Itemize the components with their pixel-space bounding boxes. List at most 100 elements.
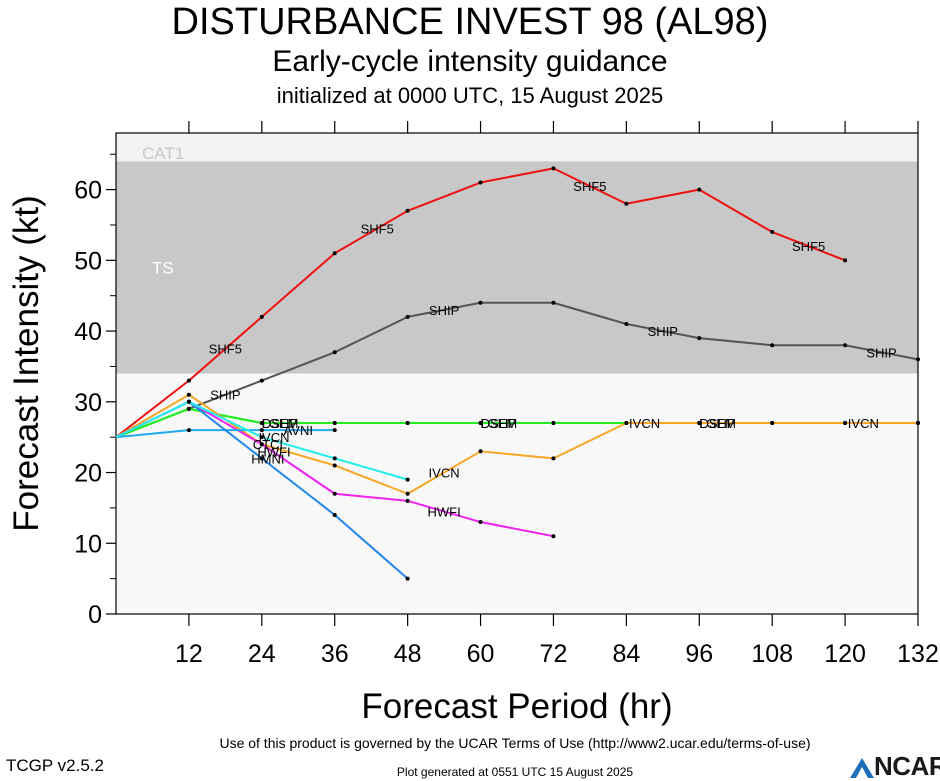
ncar-logo: NCAR xyxy=(850,752,940,780)
data-point-hmni xyxy=(405,576,410,581)
data-point-shf5 xyxy=(186,378,191,383)
data-point-ship xyxy=(624,321,629,326)
series-label-ship: SHIP xyxy=(429,303,459,318)
data-point-ivcn xyxy=(916,421,920,426)
band-label-cat1: CAT1 xyxy=(142,144,184,163)
data-point-ctci xyxy=(332,456,337,461)
chart-subtitle: Early-cycle intensity guidance xyxy=(272,45,668,78)
data-point-ivcn xyxy=(770,421,775,426)
plot-generated-text: Plot generated at 0551 UTC 15 August 202… xyxy=(396,765,634,779)
y-tick-label: 50 xyxy=(74,247,102,275)
data-point-ship xyxy=(551,300,556,305)
data-point-ivcn xyxy=(405,491,410,496)
y-tick-label: 30 xyxy=(74,389,102,417)
data-point-avni xyxy=(259,428,264,433)
data-point-hmni xyxy=(332,512,337,517)
x-tick-label: 120 xyxy=(824,640,866,668)
series-label-shf5: SHF5 xyxy=(792,239,825,254)
data-point-hwfi xyxy=(332,491,337,496)
x-tick-label: 12 xyxy=(175,640,203,668)
data-point-shf5 xyxy=(624,201,629,206)
series-label-ivcn: IVCN xyxy=(848,416,879,431)
data-point-hmni xyxy=(259,456,264,461)
series-label-hwfi: HWFI xyxy=(257,444,290,459)
x-tick-label: 60 xyxy=(467,640,495,668)
data-point-ivcn xyxy=(186,392,191,397)
data-point-hwfi xyxy=(405,498,410,503)
data-point-ivcn xyxy=(843,421,848,426)
y-tick-label: 20 xyxy=(74,460,102,488)
data-point-shf5 xyxy=(332,251,337,256)
series-label-ivcn: IVCN xyxy=(629,416,660,431)
plot-frame xyxy=(115,132,919,615)
series-label-ctci: CTCI xyxy=(253,437,283,452)
series-label-dshp: DSHP xyxy=(481,416,517,431)
series-label-ivcn: IVCN xyxy=(258,430,289,445)
series-label-dshp: DSHP xyxy=(699,416,735,431)
series-label-ship: SHIP xyxy=(210,388,240,403)
data-point-ship xyxy=(478,300,483,305)
x-tick-label: 84 xyxy=(612,640,640,668)
data-point-lgem xyxy=(332,421,337,426)
data-point-hwfi xyxy=(551,534,556,539)
data-point-ctci xyxy=(405,477,410,482)
x-tick-label: 24 xyxy=(248,640,276,668)
data-point-ship xyxy=(770,343,775,348)
x-axis-label: Forecast Period (hr) xyxy=(361,687,672,726)
x-tick-label: 108 xyxy=(751,640,793,668)
data-point-ship xyxy=(843,343,848,348)
terms-of-use-text: Use of this product is governed by the U… xyxy=(219,735,811,751)
data-point-shf5 xyxy=(551,166,556,171)
data-point-shf5 xyxy=(478,180,483,185)
data-point-shf5 xyxy=(770,230,775,235)
data-point-shf5 xyxy=(405,208,410,213)
x-tick-label: 96 xyxy=(685,640,713,668)
series-label-lgem: LGEM xyxy=(699,416,736,431)
y-tick-label: 10 xyxy=(74,530,102,558)
data-point-avni xyxy=(186,428,191,433)
x-tick-label: 72 xyxy=(540,640,568,668)
band-cat1 xyxy=(116,133,918,162)
band-label-ts: TS xyxy=(152,258,174,277)
y-tick-label: 60 xyxy=(74,177,102,205)
chart-title: DISTURBANCE INVEST 98 (AL98) xyxy=(171,1,769,43)
data-point-ctci xyxy=(186,399,191,404)
y-axis-label: Forecast Intensity (kt) xyxy=(7,195,46,531)
series-label-lgem: LGEM xyxy=(262,416,299,431)
x-tick-label: 48 xyxy=(394,640,422,668)
series-label-ship: SHIP xyxy=(648,324,678,339)
y-tick-label: 40 xyxy=(74,318,102,346)
data-point-ctci xyxy=(259,435,264,440)
data-point-ivcn xyxy=(478,449,483,454)
data-point-shf5 xyxy=(697,187,702,192)
data-point-ship xyxy=(259,378,264,383)
data-point-ship xyxy=(405,314,410,319)
data-point-lgem xyxy=(405,421,410,426)
series-label-shf5: SHF5 xyxy=(361,221,394,236)
series-line-ship xyxy=(115,301,919,439)
chart-init-time: initialized at 0000 UTC, 15 August 2025 xyxy=(276,83,664,108)
series-label-ship: SHIP xyxy=(866,345,896,360)
data-point-lgem xyxy=(186,406,191,411)
series-label-ivcn: IVCN xyxy=(429,466,460,481)
data-point-avni xyxy=(332,428,337,433)
band-ts xyxy=(116,161,918,374)
data-point-lgem xyxy=(551,421,556,426)
data-point-lgem xyxy=(478,421,483,426)
version-label: TCGP v2.5.2 xyxy=(6,756,104,775)
y-tick-label: 0 xyxy=(88,601,102,629)
series-label-hwfi: HWFI xyxy=(427,504,460,519)
series-label-avni: AVNI xyxy=(284,423,313,438)
data-point-ivcn xyxy=(697,421,702,426)
data-point-ivcn xyxy=(551,456,556,461)
data-point-lgem xyxy=(259,421,264,426)
series-label-shf5: SHF5 xyxy=(209,342,242,357)
data-point-shf5 xyxy=(843,258,848,263)
ncar-logo-text: NCAR xyxy=(874,751,940,781)
series-label-shf5: SHF5 xyxy=(573,179,606,194)
data-point-ship xyxy=(332,350,337,355)
series-label-hmni: HMNI xyxy=(251,451,284,466)
ncar-logo-mark xyxy=(850,758,874,778)
x-tick-label: 36 xyxy=(321,640,349,668)
